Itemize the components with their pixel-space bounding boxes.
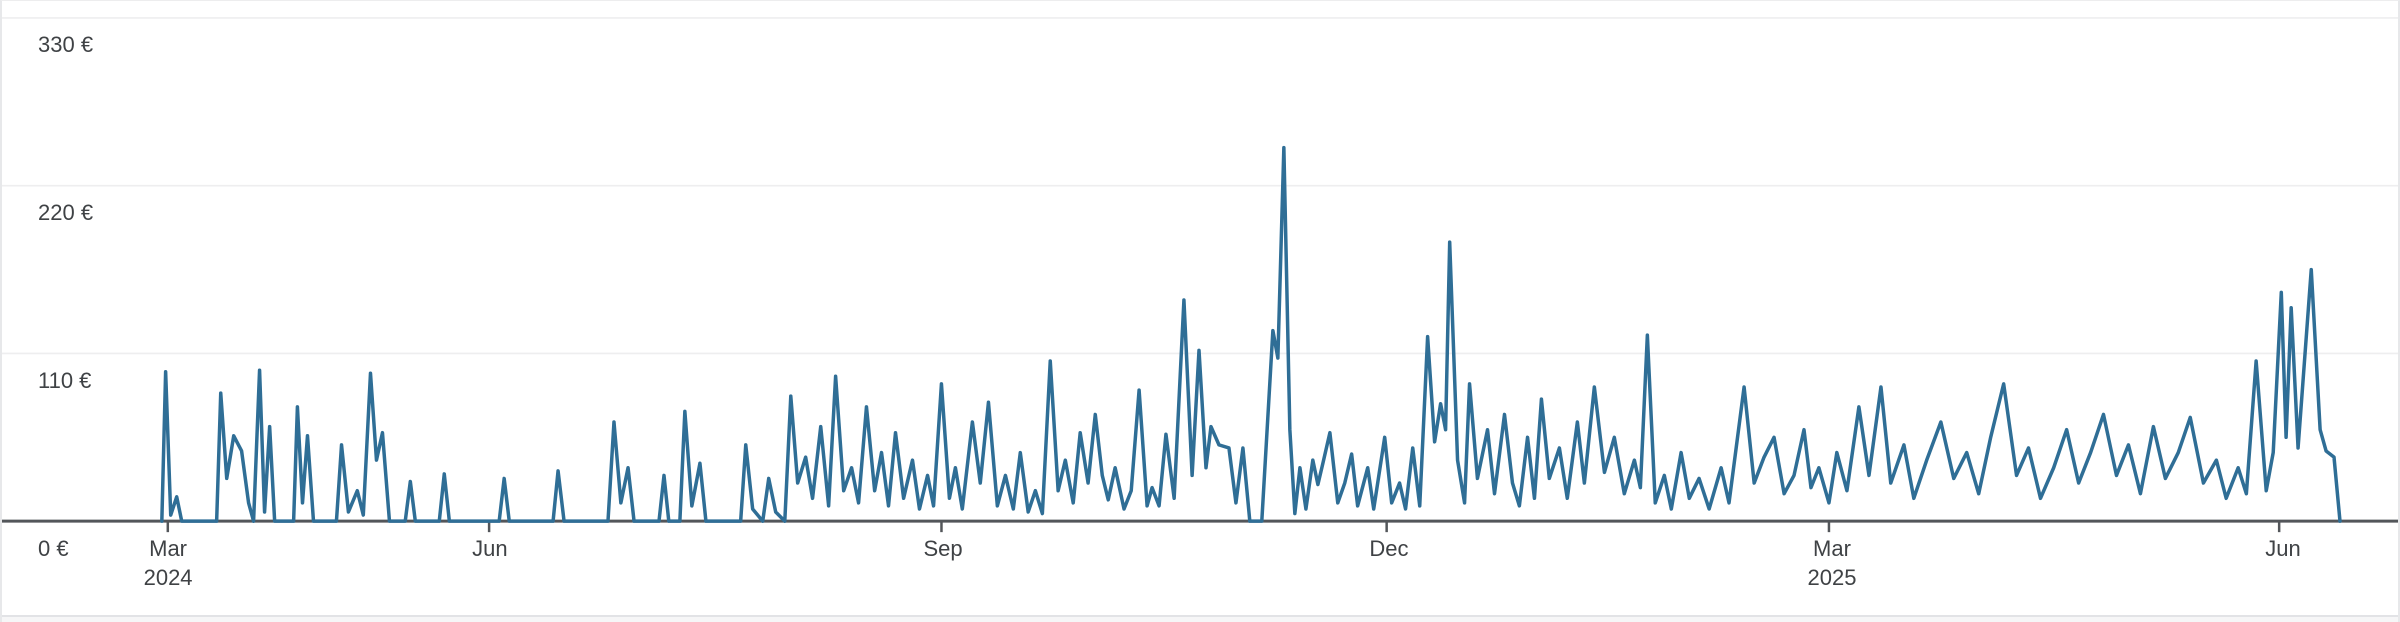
month-label: Dec xyxy=(1369,536,1409,561)
year-label: 2025 xyxy=(1807,565,1857,590)
month-label: Jun xyxy=(472,536,508,561)
y-axis-label-110: 110 € xyxy=(38,368,92,393)
y-axis-label-220: 220 € xyxy=(38,200,94,225)
x-axis-label-dec-2024: Dec xyxy=(1309,534,1469,563)
x-axis-label-mar-2024: Mar 2024 xyxy=(88,534,248,592)
month-label: Sep xyxy=(923,536,963,561)
x-axis-label-jun-2025: Jun xyxy=(2203,534,2363,563)
x-axis-label-mar-2025: Mar 2025 xyxy=(1752,534,1912,592)
y-axis-label-0: 0 € xyxy=(38,536,69,561)
month-label: Mar xyxy=(1813,536,1851,561)
month-label: Mar xyxy=(149,536,188,561)
month-label: Jun xyxy=(2265,536,2301,561)
card-bottom-edge xyxy=(2,615,2398,622)
x-axis-label-jun-2024: Jun xyxy=(410,534,570,563)
x-axis-label-sep-2024: Sep xyxy=(863,534,1023,563)
year-label: 2024 xyxy=(143,565,193,590)
series-line-amount-eur[interactable] xyxy=(160,145,2342,523)
y-axis-label-330: 330 € xyxy=(38,32,94,57)
